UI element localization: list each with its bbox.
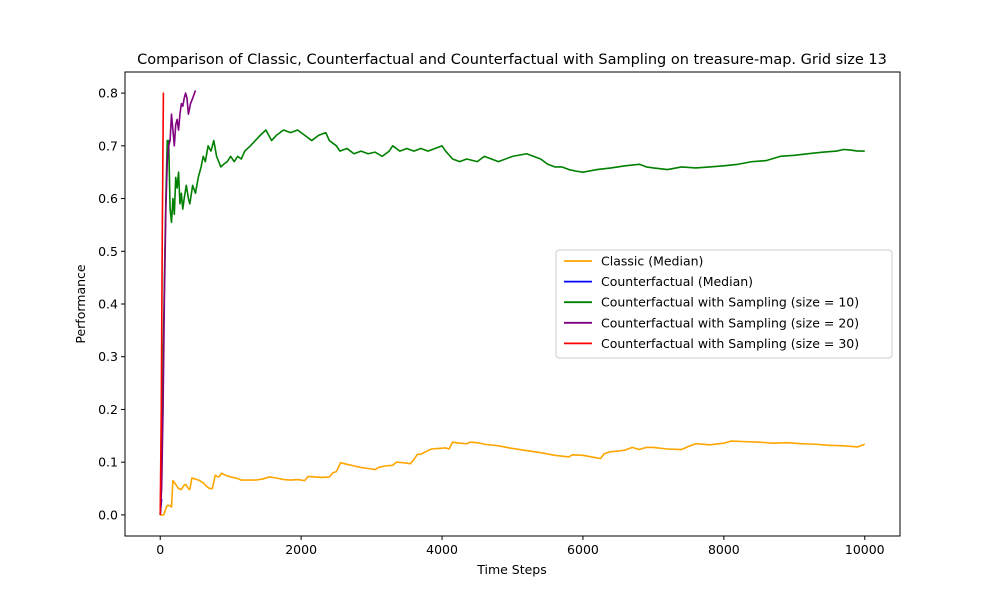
y-tick-label: 0.5: [98, 244, 118, 259]
y-tick-label: 0.3: [98, 349, 118, 364]
series-line-5: [159, 92, 165, 515]
x-tick-label: 8000: [708, 542, 740, 557]
legend-box: [555, 249, 893, 359]
y-tick-label: 0.7: [98, 138, 118, 153]
x-axis-label: Time Steps: [476, 562, 547, 577]
legend-entry-label: Counterfactual with Sampling (size = 20): [601, 315, 859, 330]
legend-entry-label: Counterfactual with Sampling (size = 30): [601, 336, 859, 351]
y-axis-label: Performance: [73, 264, 88, 344]
plot-lines: [159, 90, 866, 516]
legend-entry-label: Classic (Median): [601, 254, 703, 269]
y-tick-label: 0.1: [98, 455, 118, 470]
chart-title: Comparison of Classic, Counterfactual an…: [137, 52, 887, 68]
x-tick-label: 4000: [426, 542, 458, 557]
x-tick-label: 2000: [285, 542, 317, 557]
y-axis-ticks: 0.0 0.1 0.2 0.3 0.4 0.5 0.6 0.7 0.8: [98, 86, 125, 522]
x-axis-ticks: 0 2000 4000 6000 8000 10000: [156, 536, 885, 557]
x-tick-label: 0: [156, 542, 164, 557]
legend-entry-label: Counterfactual with Sampling (size = 10): [601, 295, 859, 310]
x-tick-label: 10000: [845, 542, 885, 557]
series-line-3: [159, 129, 865, 515]
y-tick-label: 0.4: [98, 297, 118, 312]
series-line-4: [159, 90, 197, 515]
plot-frame: [124, 71, 901, 537]
x-tick-label: 6000: [567, 542, 599, 557]
y-tick-label: 0.8: [98, 86, 118, 101]
y-tick-label: 0.6: [98, 191, 118, 206]
y-tick-label: 0.0: [98, 507, 118, 522]
legend-entry-label: Counterfactual (Median): [601, 274, 753, 289]
y-tick-label: 0.2: [98, 402, 118, 417]
legend: Classic (Median) Counterfactual (Median) C…: [555, 249, 893, 359]
series-line-1: [160, 440, 866, 516]
